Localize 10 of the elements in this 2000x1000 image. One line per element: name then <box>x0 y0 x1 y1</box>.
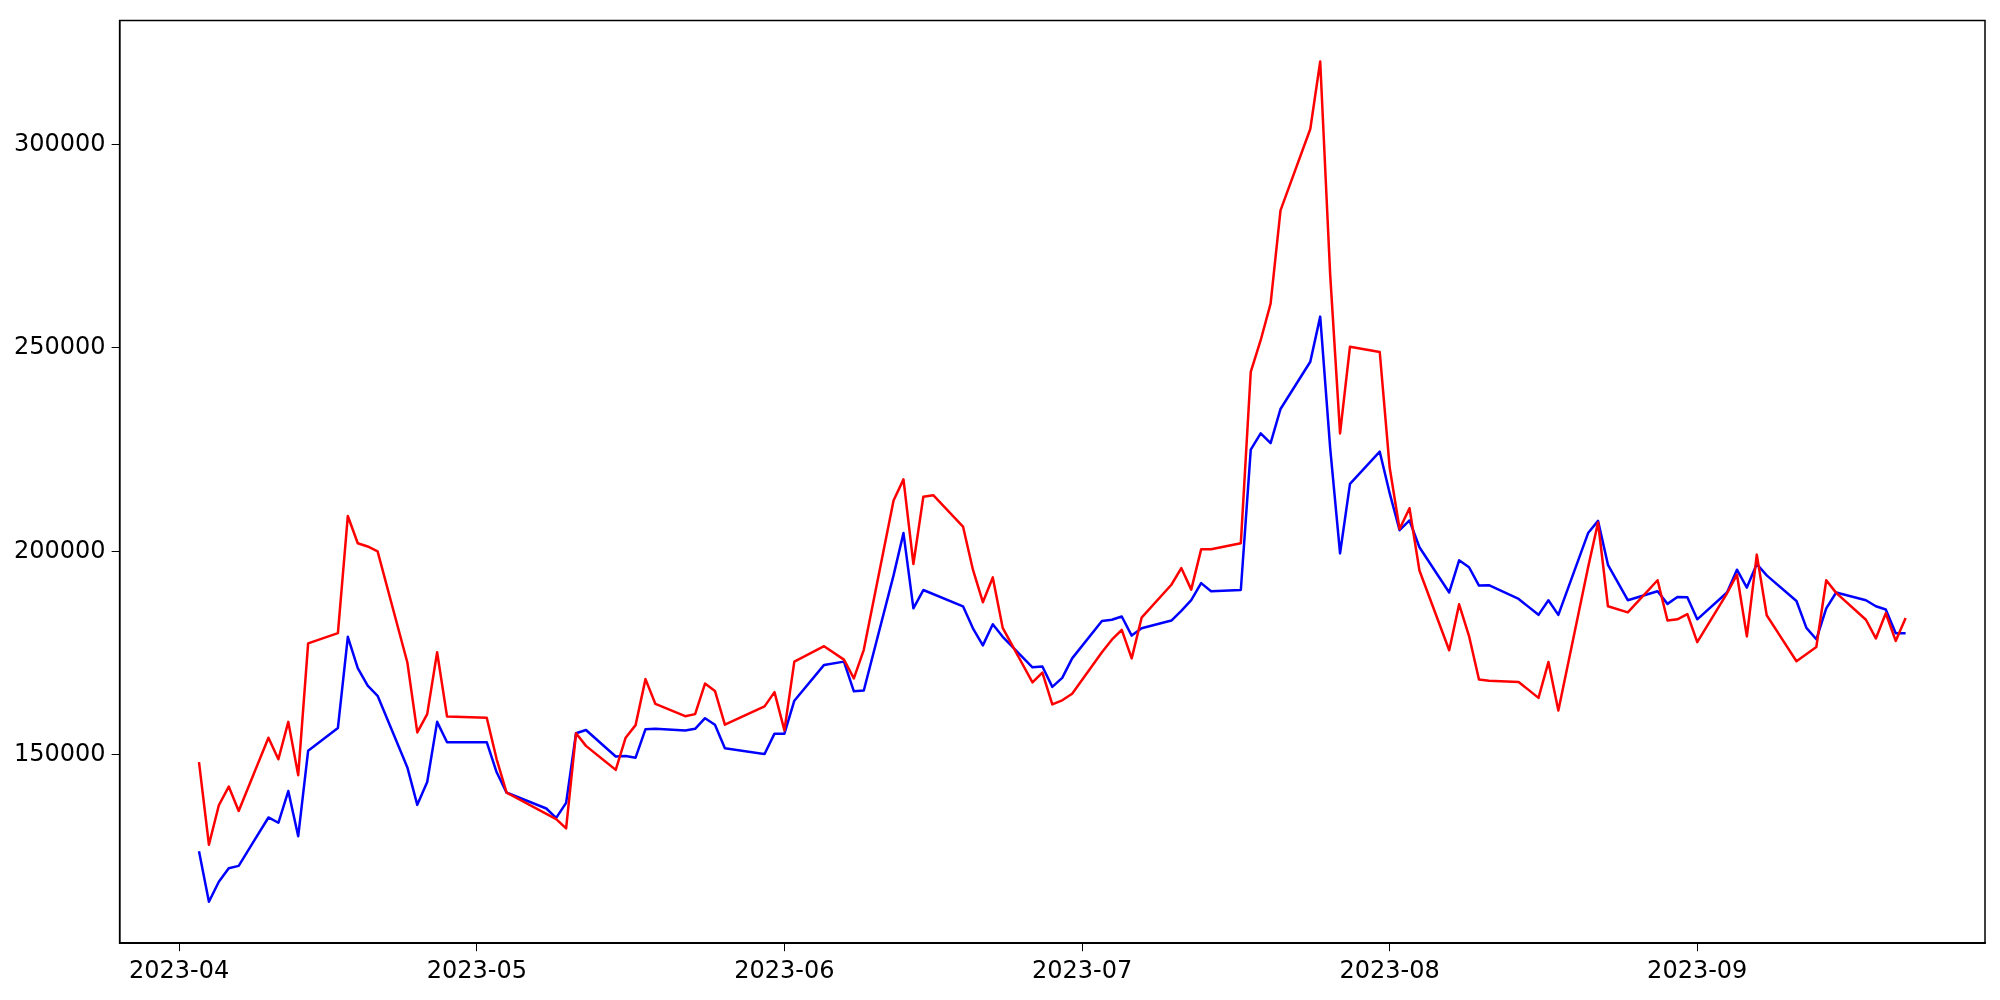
x-tick-label: 2023-08 <box>1339 955 1440 984</box>
y-tick-label: 150000 <box>13 739 106 768</box>
x-tick-label: 2023-07 <box>1031 955 1133 984</box>
x-tick-label: 2023-09 <box>1647 955 1748 984</box>
y-tick-label: 200000 <box>13 535 106 564</box>
y-tick-label: 250000 <box>13 332 106 361</box>
y-tick-label: 300000 <box>13 128 106 157</box>
x-tick-label: 2023-06 <box>734 955 835 984</box>
x-tick-label: 2023-05 <box>426 955 527 984</box>
x-tick-label: 2023-04 <box>129 955 230 984</box>
